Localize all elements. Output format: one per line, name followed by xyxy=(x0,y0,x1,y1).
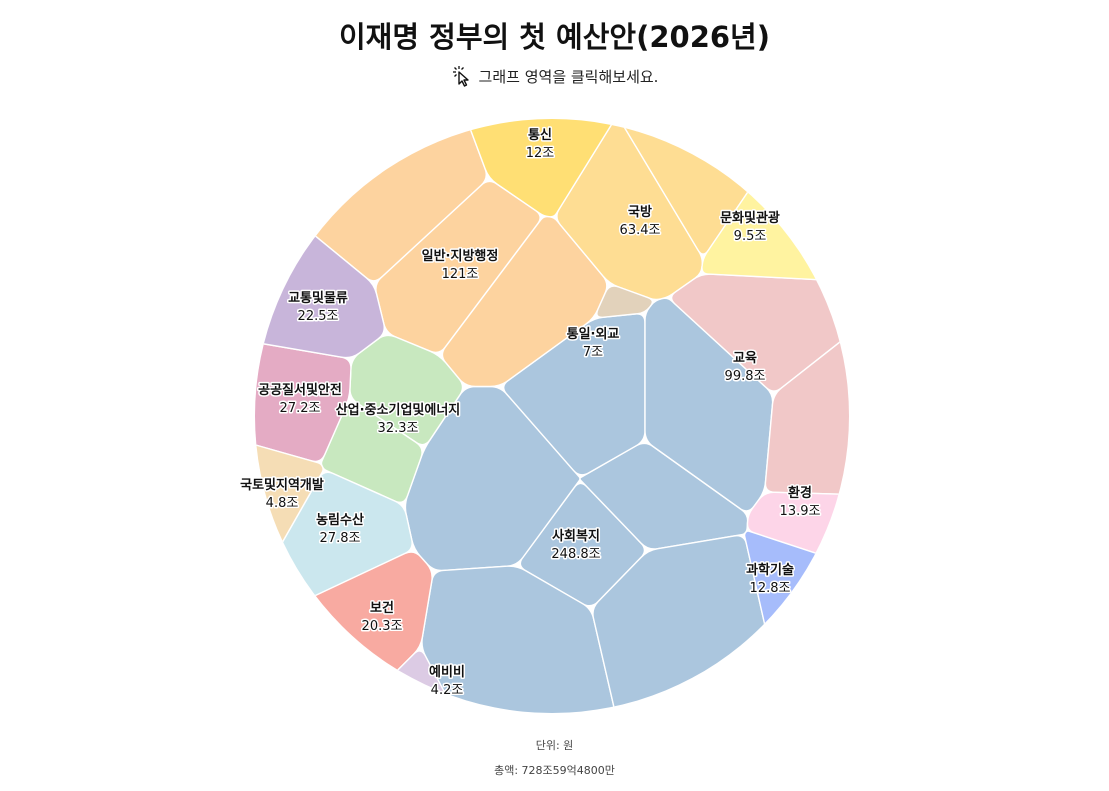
cell-일반·지방행정[interactable] xyxy=(441,215,608,388)
label-value-국방: 63.4조 xyxy=(620,223,661,238)
cell-공공질서및안전[interactable] xyxy=(240,340,352,463)
label-value-농림수산: 27.8조 xyxy=(320,531,361,546)
label-value-과학기술: 12.8조 xyxy=(750,581,791,596)
label-value-교육: 99.8조 xyxy=(725,369,766,384)
label-value-산업·중소기업및에너지: 32.3조 xyxy=(378,421,419,436)
label-name-환경: 환경 xyxy=(788,485,812,501)
label-value-국토및지역개발: 4.8조 xyxy=(266,496,299,511)
label-name-보건: 보건 xyxy=(370,600,394,616)
label-name-교통및물류: 교통및물류 xyxy=(288,291,348,306)
label-name-교육: 교육 xyxy=(733,350,757,366)
hint-text: 그래프 영역을 클릭해보세요. xyxy=(478,67,659,86)
cell-통신[interactable] xyxy=(465,110,619,218)
label-name-예비비: 예비비 xyxy=(429,664,465,680)
label-value-공공질서및안전: 27.2조 xyxy=(280,401,321,416)
label-name-통일·외교: 통일·외교 xyxy=(567,326,620,342)
label-value-사회복지: 248.8조 xyxy=(551,547,600,562)
label-name-문화및관광: 문화및관광 xyxy=(720,210,780,226)
label-name-산업·중소기업및에너지: 산업·중소기업및에너지 xyxy=(336,402,461,418)
label-value-통신: 12조 xyxy=(526,146,555,161)
label-value-일반·지방행정: 121조 xyxy=(442,267,479,282)
unit-note: 단위: 원 xyxy=(535,739,574,752)
label-name-국토및지역개발: 국토및지역개발 xyxy=(240,477,324,493)
label-name-과학기술: 과학기술 xyxy=(746,562,794,578)
label-value-환경: 13.9조 xyxy=(780,504,821,519)
chart-title: 이재명 정부의 첫 예산안(2026년) xyxy=(339,20,770,54)
label-name-국방: 국방 xyxy=(628,204,652,220)
label-name-일반·지방행정: 일반·지방행정 xyxy=(422,248,499,264)
label-value-통일·외교: 7조 xyxy=(583,345,603,360)
label-value-예비비: 4.2조 xyxy=(431,683,464,698)
label-name-통신: 통신 xyxy=(528,128,552,143)
click-cursor-icon xyxy=(452,66,469,87)
label-value-보건: 20.3조 xyxy=(362,619,403,634)
label-value-교통및물류: 22.5조 xyxy=(298,309,339,324)
cell-과학기술[interactable] xyxy=(743,530,870,720)
cell-통일·외교[interactable] xyxy=(596,285,654,318)
label-name-공공질서및안전: 공공질서및안전 xyxy=(258,382,342,398)
label-name-사회복지: 사회복지 xyxy=(552,528,600,544)
label-value-문화및관광: 9.5조 xyxy=(734,229,767,244)
click-hint: 그래프 영역을 클릭해보세요. xyxy=(0,65,1109,87)
label-name-농림수산: 농림수산 xyxy=(316,512,364,528)
total-amount: 총액: 728조59억4800만 xyxy=(494,764,615,777)
